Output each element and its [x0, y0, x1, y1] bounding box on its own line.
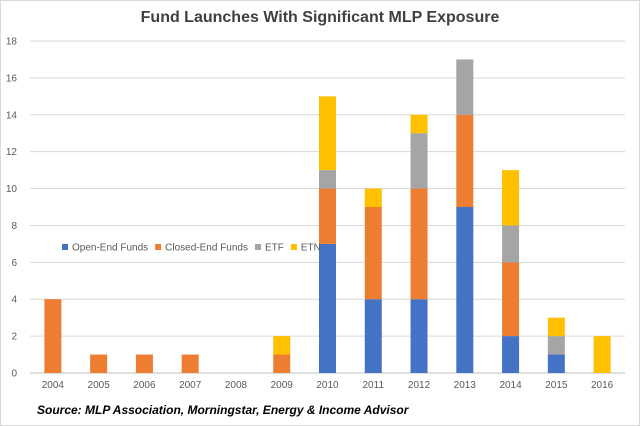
- x-tick-label: 2007: [179, 380, 202, 391]
- y-axis-ticks: 0 2 4 6 8 10 12 14 16 18: [6, 37, 18, 380]
- bar-segment: [547, 336, 565, 355]
- bar-segment: [410, 299, 428, 373]
- y-tick-label: 4: [11, 295, 17, 306]
- bar-segment: [502, 336, 520, 373]
- x-axis-ticks: 2004 2005 2006 2007 2008 2009 2010 2011 2012 2013…: [42, 380, 614, 391]
- bar-segment: [319, 188, 336, 244]
- bar-segment: [319, 96, 336, 171]
- x-tick-label: 2012: [408, 380, 431, 391]
- x-tick-label: 2016: [591, 380, 614, 391]
- x-tick-label: 2010: [316, 380, 339, 391]
- legend-swatch: [62, 244, 68, 250]
- bar-segment: [502, 262, 520, 337]
- y-tick-label: 6: [11, 258, 17, 269]
- x-tick-label: 2006: [133, 380, 156, 391]
- chart-title: Fund Launches With Significant MLP Expos…: [140, 9, 500, 26]
- bar-segment: [135, 354, 153, 373]
- bar-segment: [410, 114, 428, 134]
- bar-segment: [547, 354, 565, 373]
- legend-label: Closed-End Funds: [165, 243, 248, 254]
- bar-segment: [273, 354, 291, 373]
- bar-segment: [90, 354, 108, 373]
- bar-segment: [364, 299, 382, 373]
- legend-swatch: [155, 244, 162, 250]
- bars: [44, 59, 611, 373]
- x-tick-label: 2011: [363, 380, 385, 391]
- bar-segment: [502, 170, 520, 226]
- bar-segment: [410, 188, 428, 300]
- legend-swatch: [255, 244, 261, 250]
- x-tick-label: 2013: [454, 380, 477, 391]
- bar-segment: [547, 317, 565, 337]
- bar-segment: [456, 59, 474, 115]
- y-tick-label: 8: [11, 221, 17, 232]
- legend-swatch: [290, 244, 297, 250]
- legend: Open-End Funds Closed-End Funds ETF ETN: [62, 243, 321, 254]
- bar-segment: [319, 170, 336, 189]
- y-tick-label: 14: [6, 110, 18, 121]
- legend-label: ETN: [301, 243, 321, 254]
- bar-segment: [364, 207, 382, 300]
- bar-segment: [456, 114, 474, 207]
- x-tick-label: 2005: [88, 380, 111, 391]
- legend-label: ETF: [265, 243, 284, 254]
- bar-segment: [44, 299, 62, 373]
- y-tick-label: 12: [6, 147, 18, 158]
- y-tick-label: 10: [6, 184, 18, 195]
- bar-segment: [364, 188, 382, 207]
- x-tick-label: 2015: [545, 380, 568, 391]
- x-tick-label: 2004: [42, 380, 65, 391]
- x-tick-label: 2014: [499, 380, 522, 391]
- y-tick-label: 0: [11, 369, 17, 380]
- bar-segment: [319, 243, 336, 373]
- bar-segment: [593, 336, 611, 373]
- bar-segment: [456, 207, 474, 373]
- y-tick-label: 18: [6, 37, 18, 48]
- bar-segment: [181, 354, 199, 373]
- x-tick-label: 2009: [271, 380, 294, 391]
- y-tick-label: 2: [11, 332, 17, 343]
- y-tick-label: 16: [6, 73, 18, 84]
- legend-label: Open-End Funds: [72, 243, 148, 254]
- bar-segment: [502, 225, 520, 263]
- x-tick-label: 2008: [225, 380, 248, 391]
- bar-segment: [410, 133, 428, 189]
- source-note: Source: MLP Association, Morningstar, En…: [37, 403, 409, 417]
- bar-segment: [273, 336, 291, 355]
